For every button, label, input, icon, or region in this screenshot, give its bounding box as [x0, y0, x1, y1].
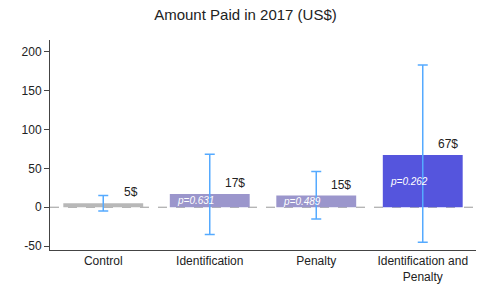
svg-text:Amount Paid in 2017 (US$): Amount Paid in 2017 (US$) — [154, 6, 337, 23]
svg-text:p=0.489: p=0.489 — [283, 196, 321, 207]
svg-text:Penalty: Penalty — [296, 254, 336, 268]
svg-text:150: 150 — [22, 84, 42, 98]
svg-text:5$: 5$ — [124, 185, 138, 199]
svg-text:0: 0 — [35, 200, 42, 214]
svg-text:p=0.262: p=0.262 — [390, 176, 428, 187]
svg-text:Control: Control — [84, 254, 123, 268]
svg-text:Identification andPenalty: Identification andPenalty — [377, 254, 468, 284]
svg-text:15$: 15$ — [331, 178, 351, 192]
svg-text:p=0.631: p=0.631 — [177, 195, 214, 206]
svg-text:50: 50 — [28, 162, 42, 176]
svg-text:Identification: Identification — [176, 254, 243, 268]
svg-text:17$: 17$ — [225, 176, 245, 190]
svg-text:67$: 67$ — [438, 137, 458, 151]
svg-text:200: 200 — [22, 45, 42, 59]
svg-text:100: 100 — [22, 123, 42, 137]
svg-text:-50: -50 — [24, 239, 42, 253]
